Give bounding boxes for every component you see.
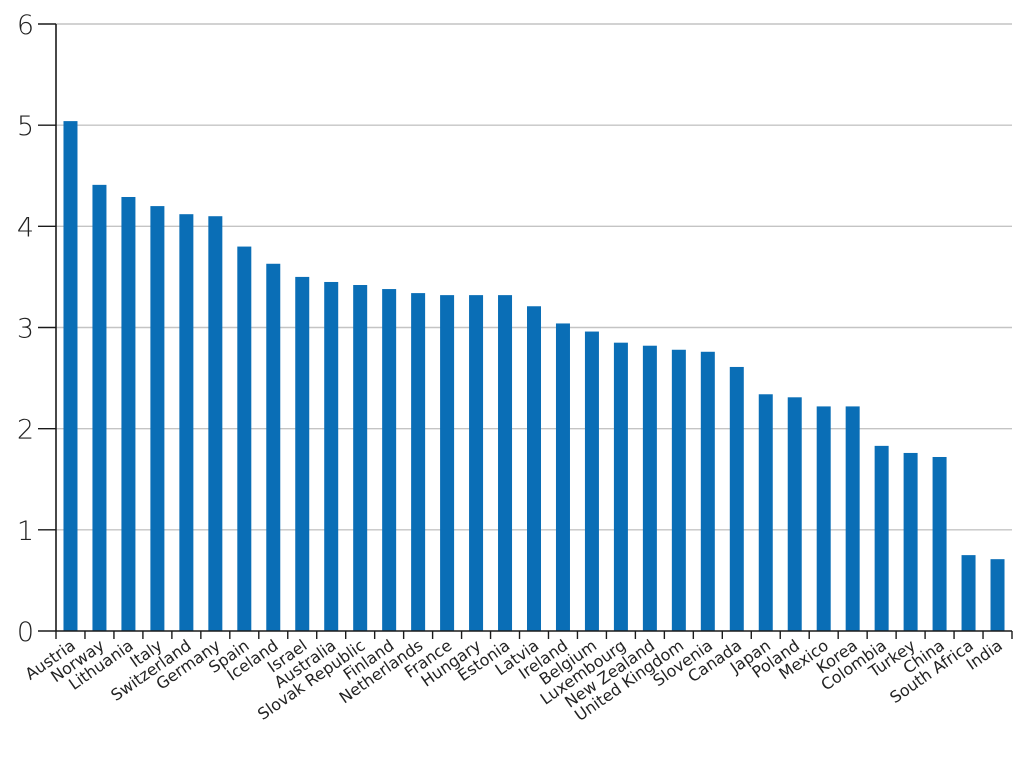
bar bbox=[63, 121, 78, 632]
bar bbox=[758, 394, 773, 631]
bar bbox=[324, 281, 339, 631]
bar bbox=[932, 456, 947, 631]
bar bbox=[353, 285, 368, 631]
bar bbox=[845, 406, 860, 631]
bar bbox=[411, 293, 426, 631]
bar bbox=[179, 214, 194, 631]
bar bbox=[671, 349, 686, 631]
y-tick-label: 3 bbox=[17, 314, 34, 345]
bar bbox=[527, 306, 541, 631]
bar bbox=[555, 323, 570, 631]
bar bbox=[642, 345, 657, 631]
bar bbox=[961, 555, 976, 631]
bar bbox=[787, 397, 802, 631]
bar bbox=[208, 216, 223, 631]
bar bbox=[121, 196, 136, 631]
bar bbox=[584, 331, 599, 631]
bar bbox=[150, 206, 165, 631]
bar bbox=[729, 366, 744, 631]
y-tick-labels: 0 1 2 3 4 5 6 bbox=[17, 10, 34, 648]
bar bbox=[295, 276, 310, 631]
y-tick-label: 6 bbox=[17, 10, 34, 41]
bar bbox=[874, 445, 889, 631]
bar bbox=[700, 351, 715, 631]
bar bbox=[990, 559, 1005, 631]
bar bbox=[382, 289, 397, 631]
bar bbox=[498, 295, 513, 631]
bar bbox=[469, 295, 484, 631]
axes bbox=[38, 23, 1013, 639]
bar bbox=[440, 295, 455, 631]
y-tick-label: 4 bbox=[17, 212, 34, 243]
y-tick-label: 5 bbox=[17, 111, 34, 142]
x-tick-labels: AustriaNorwayLithuaniaItalySwitzerlandGe… bbox=[22, 636, 1006, 725]
bar bbox=[266, 263, 281, 631]
bar bbox=[903, 452, 918, 631]
bar bbox=[237, 246, 252, 632]
y-tick-label: 1 bbox=[17, 516, 34, 547]
bars bbox=[63, 121, 1005, 632]
y-tick-label: 2 bbox=[17, 415, 34, 446]
bar bbox=[613, 342, 628, 631]
bar bbox=[816, 406, 831, 631]
y-tick-label: 0 bbox=[17, 617, 34, 648]
bar bbox=[92, 184, 107, 632]
